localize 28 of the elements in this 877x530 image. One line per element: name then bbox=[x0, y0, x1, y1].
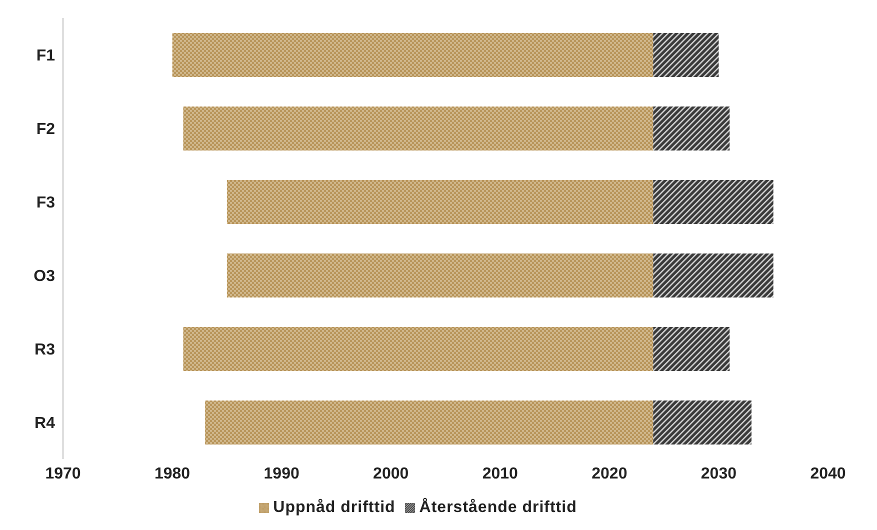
legend-label: Återstående drifttid bbox=[419, 499, 577, 516]
x-tick-label: 2040 bbox=[810, 465, 846, 482]
x-tick-label: 1990 bbox=[264, 465, 300, 482]
bar bbox=[183, 327, 654, 371]
x-tick-label: 2010 bbox=[482, 465, 518, 482]
bar bbox=[653, 106, 730, 150]
x-tick-label: 1970 bbox=[45, 465, 81, 482]
y-tick-label: F1 bbox=[36, 47, 56, 64]
bar bbox=[653, 400, 752, 444]
x-tick-label: 2000 bbox=[373, 465, 409, 482]
bar bbox=[653, 180, 774, 224]
bar bbox=[172, 33, 654, 77]
bar bbox=[226, 254, 654, 298]
bar bbox=[653, 327, 730, 371]
bar bbox=[205, 400, 654, 444]
bar bbox=[653, 33, 719, 77]
x-tick-label: 2030 bbox=[700, 465, 737, 482]
x-tick-label: 2020 bbox=[592, 465, 628, 482]
y-tick-label: R4 bbox=[34, 414, 56, 432]
y-tick-label: O3 bbox=[34, 268, 56, 285]
bar bbox=[226, 180, 654, 224]
bar bbox=[653, 254, 774, 298]
bar bbox=[183, 106, 654, 150]
x-tick-label: 1980 bbox=[154, 465, 190, 482]
legend-label: Uppnåd drifttid bbox=[273, 499, 396, 516]
y-tick-label: F3 bbox=[36, 194, 56, 212]
y-tick-label: R3 bbox=[34, 341, 56, 358]
y-tick-label: F2 bbox=[36, 120, 56, 138]
